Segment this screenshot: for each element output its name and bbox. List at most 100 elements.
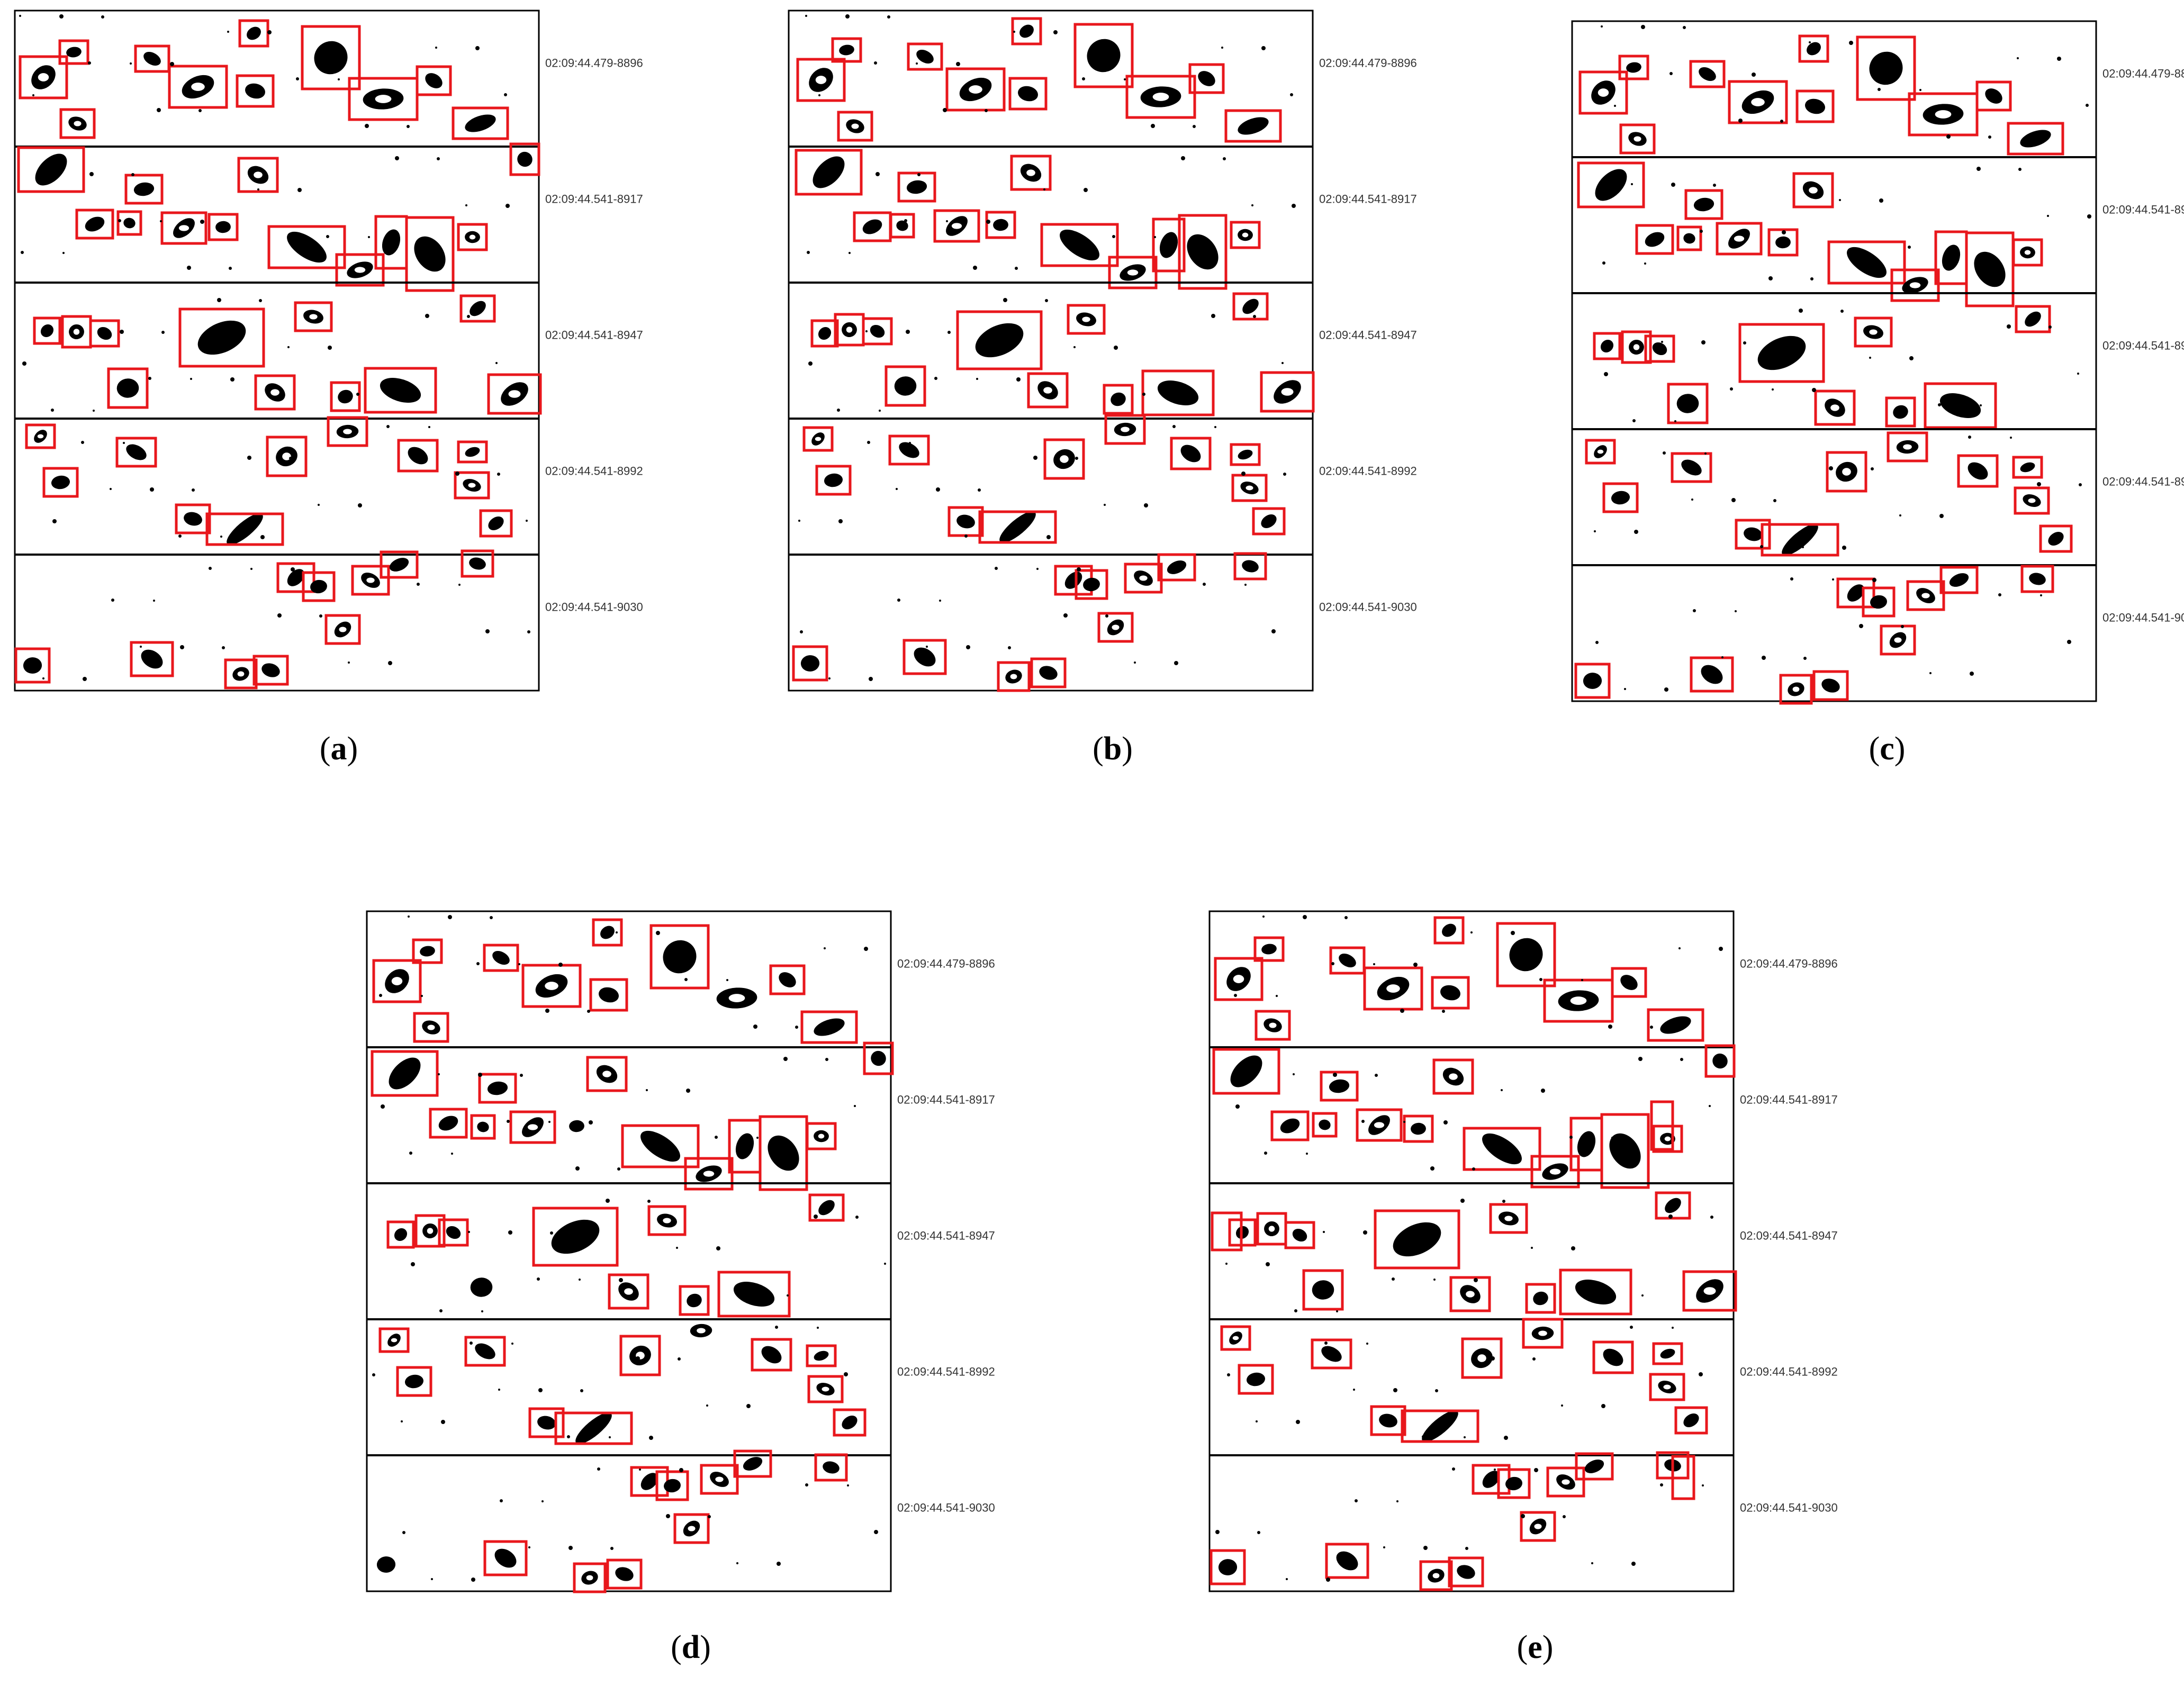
detection-box: [528, 1407, 565, 1438]
speckle: [1215, 1530, 1220, 1534]
particle-blob: [517, 151, 533, 167]
speckle: [1671, 183, 1675, 187]
particle-blob: [1595, 169, 1627, 201]
detection-box: [1325, 1543, 1369, 1579]
detection-box: [1170, 437, 1212, 470]
speckle: [906, 330, 910, 334]
detection-box: [956, 310, 1043, 370]
particle-blob: [818, 1200, 835, 1216]
speckle: [2067, 640, 2071, 644]
speckle: [1998, 593, 2001, 596]
strip-timestamp: 02:09:44.479-8896: [1319, 57, 1417, 70]
speckle: [1571, 1246, 1575, 1250]
particle-blob: [993, 219, 1008, 231]
detection-box: [1433, 916, 1465, 945]
speckle: [1730, 387, 1733, 391]
detection-box: [1011, 17, 1042, 46]
detection-box: [1178, 214, 1228, 290]
particle-blob: [761, 1346, 782, 1364]
speckle: [508, 1230, 512, 1235]
speckle: [395, 156, 399, 160]
speckle: [476, 962, 480, 965]
particle-blob: [1187, 234, 1219, 270]
speckle: [1946, 134, 1951, 139]
speckle: [1683, 26, 1686, 29]
particle-hole: [663, 1218, 671, 1223]
speckle: [428, 426, 430, 428]
speckle: [686, 1089, 690, 1093]
particle-blob: [1246, 1372, 1266, 1386]
speckle: [1203, 583, 1206, 586]
particle-blob: [1893, 405, 1908, 419]
speckle: [386, 425, 390, 428]
speckle: [2010, 437, 2012, 439]
particle-blob: [862, 219, 882, 234]
particle-blob: [389, 1057, 421, 1090]
speckle: [1063, 613, 1068, 618]
speckle: [807, 251, 810, 254]
speckle: [1581, 979, 1583, 981]
speckle: [865, 330, 868, 332]
detection-box: [655, 1470, 689, 1501]
strip-timestamp: 02:09:44.541-8917: [1319, 193, 1417, 206]
particle-blob: [1600, 339, 1614, 353]
speckle: [1008, 646, 1011, 649]
speckle: [131, 173, 134, 176]
speckle: [1638, 1057, 1642, 1061]
speckle: [715, 1136, 718, 1139]
speckle: [1073, 346, 1076, 348]
particle-blob: [143, 52, 161, 66]
speckle: [1693, 609, 1696, 612]
detection-box: [1097, 612, 1134, 643]
detection-box: [621, 1124, 700, 1168]
speckle: [1375, 1074, 1378, 1077]
particle-blob: [1701, 665, 1723, 684]
speckle: [828, 677, 831, 679]
detection-box: [647, 1205, 687, 1236]
particle-blob: [733, 1282, 775, 1307]
speckle: [1077, 567, 1081, 572]
speckle: [260, 535, 265, 539]
detection-box: [1593, 332, 1621, 360]
detection-box: [1728, 80, 1788, 124]
detection-box: [1975, 80, 2012, 112]
speckle: [609, 1436, 611, 1438]
speckle: [1264, 1152, 1267, 1155]
detection-box: [532, 1207, 619, 1267]
detection-box: [1255, 1010, 1291, 1041]
particle-blob: [2025, 311, 2041, 327]
speckle: [101, 15, 104, 19]
speckle: [1878, 88, 1881, 91]
particle-blob: [839, 44, 854, 56]
particle-hole: [688, 1526, 696, 1531]
particle-blob: [1321, 1346, 1342, 1362]
speckle: [1938, 403, 1941, 406]
detection-box: [2007, 122, 2064, 156]
particle-blob: [141, 649, 163, 669]
detection-box: [416, 65, 452, 96]
speckle: [1980, 404, 1982, 406]
particle-hole: [427, 1228, 434, 1234]
speckle: [639, 1469, 641, 1471]
detection-box: [806, 1122, 837, 1150]
particle-hole: [237, 671, 245, 677]
particle-hole: [822, 1386, 829, 1392]
speckle: [89, 172, 94, 176]
detection-box: [58, 39, 89, 65]
speckle: [1840, 310, 1844, 313]
speckle: [1721, 656, 1723, 658]
speckle: [1303, 915, 1307, 919]
speckle: [1234, 994, 1237, 997]
detection-box: [649, 924, 710, 990]
detection-box: [1320, 1071, 1359, 1102]
speckle: [818, 94, 820, 96]
speckle: [1608, 1025, 1612, 1029]
speckle: [926, 646, 928, 648]
speckle: [606, 1199, 610, 1203]
speckle: [1435, 1389, 1438, 1392]
speckle: [365, 124, 369, 128]
speckle: [148, 377, 151, 380]
speckle: [887, 15, 890, 19]
particle-hole: [1664, 1136, 1671, 1141]
speckle: [130, 62, 132, 65]
